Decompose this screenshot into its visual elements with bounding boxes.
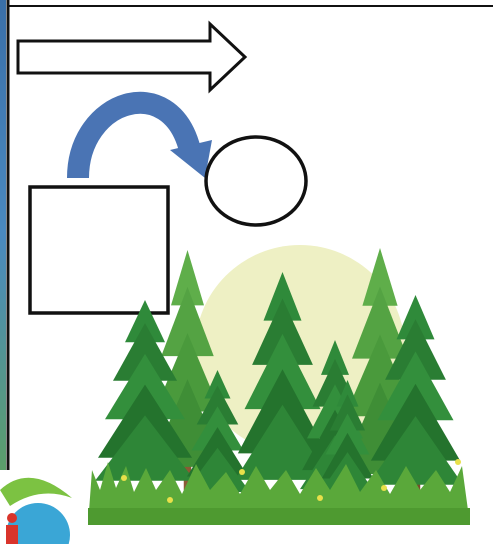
right-arrow bbox=[18, 24, 245, 90]
logo-figure-head bbox=[7, 513, 17, 523]
logo bbox=[0, 478, 72, 544]
logo-leaf bbox=[0, 478, 72, 506]
logo-figure-body bbox=[6, 525, 18, 544]
square-shape bbox=[30, 187, 168, 313]
circle-shape bbox=[206, 137, 306, 225]
screen bbox=[0, 0, 493, 544]
page bbox=[0, 0, 493, 544]
curved-arrow bbox=[78, 103, 190, 178]
ground bbox=[88, 508, 470, 525]
left-strip bbox=[0, 0, 6, 470]
